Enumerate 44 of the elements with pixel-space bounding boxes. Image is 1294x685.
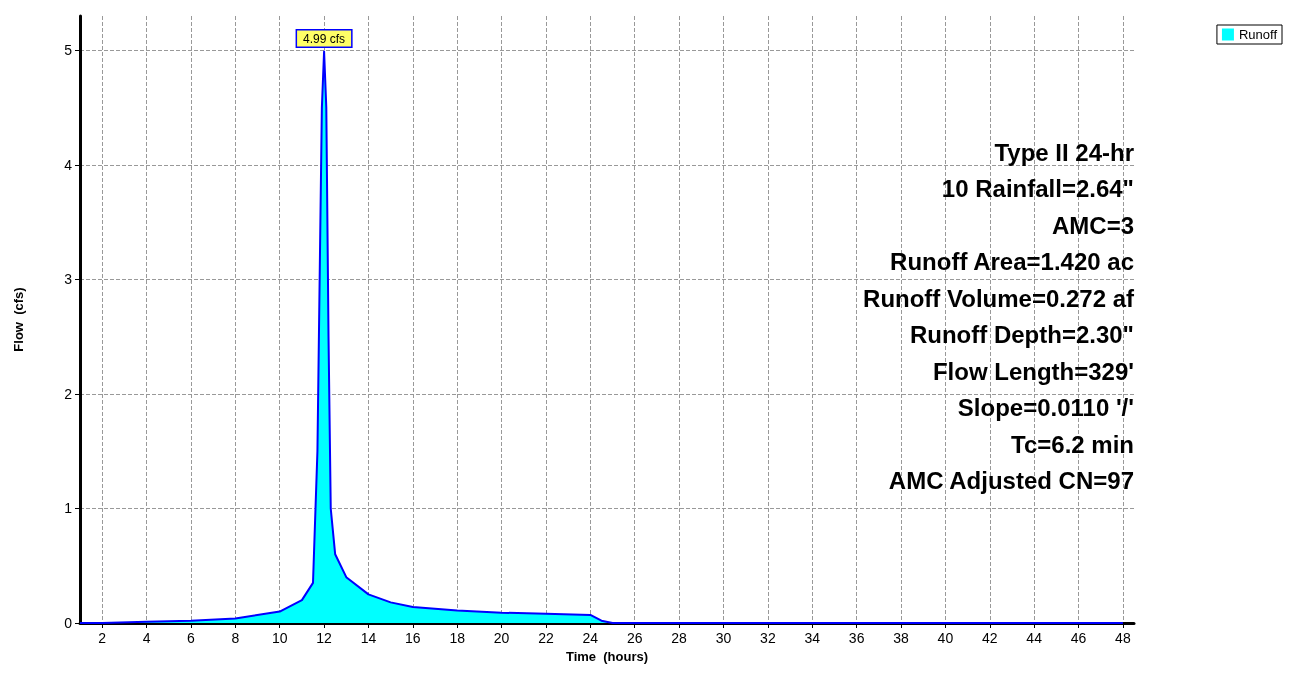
legend-label: Runoff [1238, 27, 1278, 42]
annotation: Flow Length=329' [932, 357, 1134, 385]
annotation: Tc=6.2 min [1011, 430, 1134, 458]
x-tick-label: 20 [493, 630, 510, 646]
x-tick-label: 36 [848, 630, 865, 646]
y-tick-label: 3 [64, 271, 73, 288]
x-tick-label: 6 [187, 630, 196, 646]
x-tick-label: 32 [760, 630, 776, 646]
x-tick-label: 8 [231, 630, 240, 646]
x-tick-label: 44 [1026, 630, 1043, 646]
annotation: Runoff Area=1.420 ac [890, 248, 1134, 275]
x-tick-label: 42 [981, 630, 998, 646]
x-tick-label: 4 [142, 630, 151, 646]
x-tick-label: 40 [937, 630, 954, 646]
annotation: Runoff Volume=0.272 af [863, 284, 1135, 312]
x-tick-label: 46 [1070, 630, 1087, 646]
x-tick-label: 22 [538, 630, 554, 646]
x-tick-label: 14 [360, 630, 377, 646]
y-tick-label: 0 [64, 615, 73, 631]
x-axis-title: Time (hours) [565, 648, 649, 664]
x-tick-label: 28 [671, 630, 688, 646]
x-tick-label: 48 [1115, 630, 1131, 646]
x-tick-label: 12 [316, 630, 333, 646]
x-tick-label: 30 [715, 630, 732, 646]
annotation: AMC Adjusted CN=97 [888, 467, 1134, 494]
y-axis-title: Flow (cfs) [11, 287, 26, 352]
x-tick-label: 24 [582, 630, 599, 646]
x-tick-label: 16 [405, 630, 421, 646]
x-tick-label: 10 [271, 630, 288, 646]
data-label: 4.99 cfs [303, 31, 346, 46]
annotation: Runoff Depth=2.30" [909, 321, 1134, 348]
x-tick-label: 38 [893, 630, 910, 646]
annotation: Slope=0.0110 '/' [957, 394, 1134, 421]
y-tick-label: 5 [64, 42, 73, 59]
annotation: 10 Rainfall=2.64" [941, 175, 1134, 202]
x-tick-label: 26 [626, 630, 643, 646]
y-tick-label: 2 [64, 385, 73, 402]
annotation: AMC=3 [1051, 211, 1134, 239]
y-tick-label: 4 [64, 156, 73, 173]
x-tick-label: 18 [449, 630, 466, 646]
annotation: Type II 24-hr [994, 138, 1134, 166]
x-tick-label: 34 [804, 630, 821, 646]
x-tick-label: 2 [98, 630, 107, 646]
y-tick-label: 1 [64, 500, 73, 517]
